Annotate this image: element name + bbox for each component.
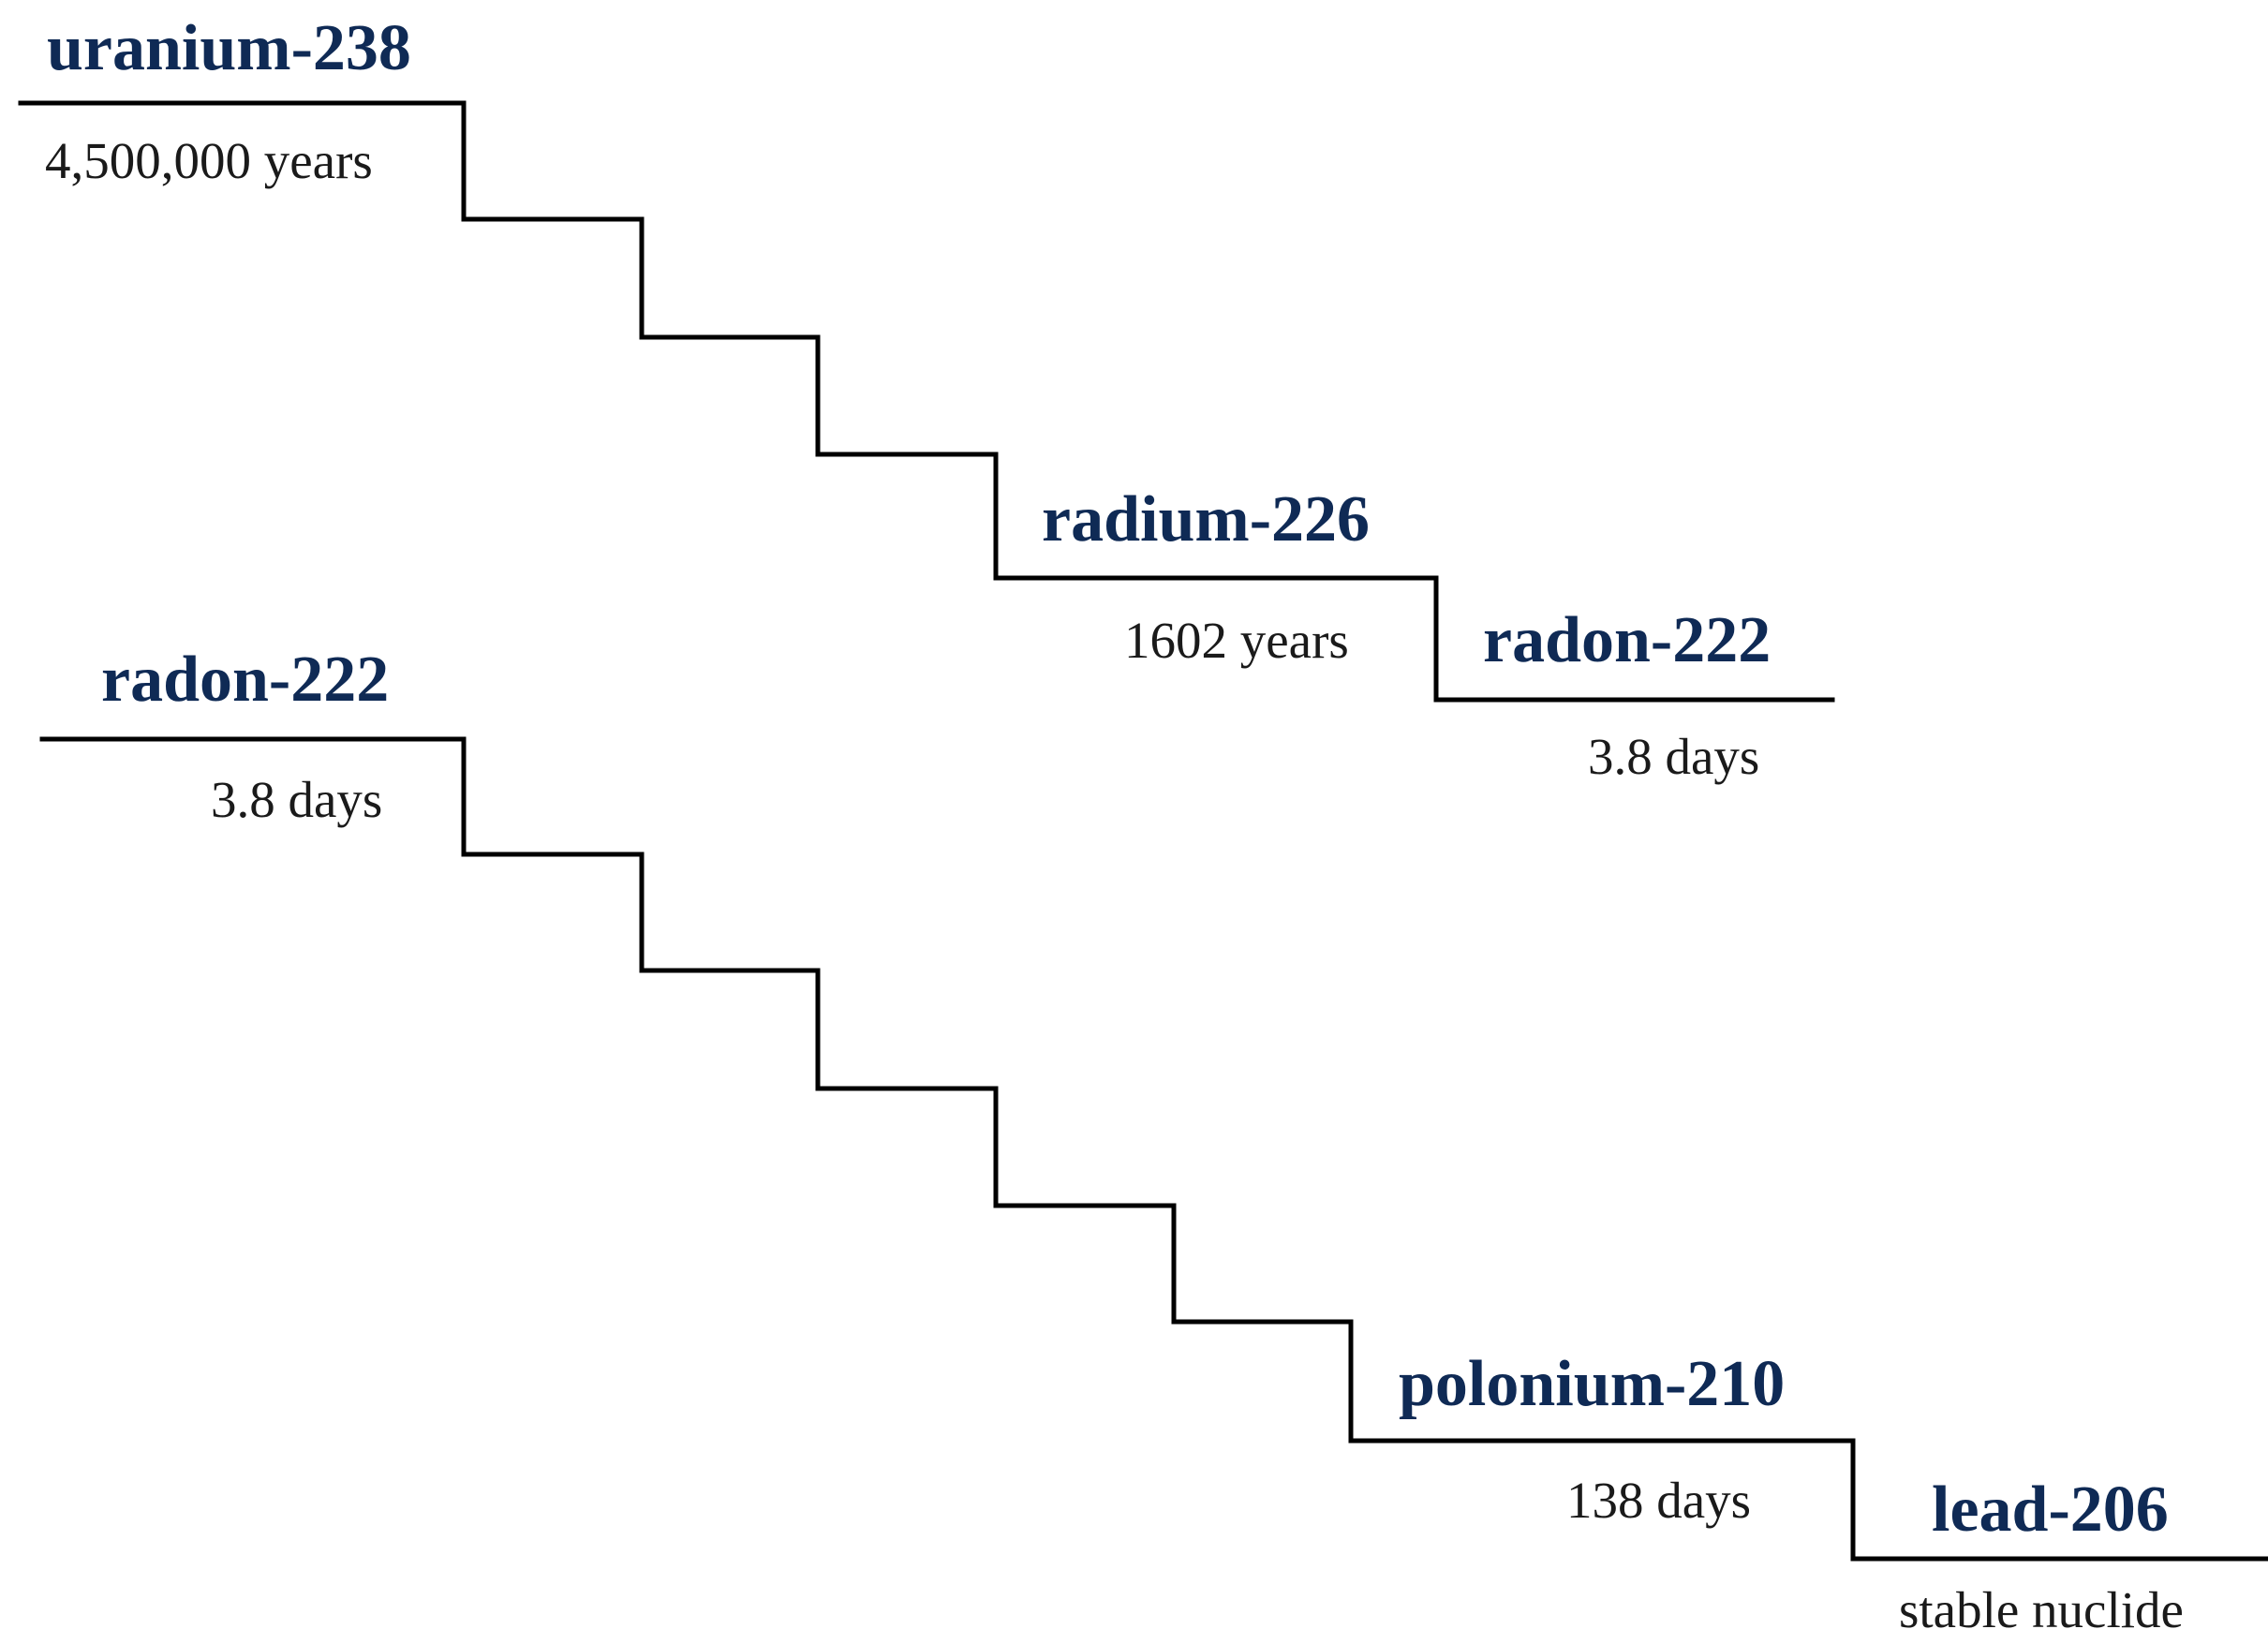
half-life-lead-206: stable nuclide: [1899, 1581, 2184, 1638]
upper-decay-staircase: [18, 100, 1835, 703]
half-life-radium-226: 1602 years: [1124, 612, 1349, 669]
lower-decay-staircase: [39, 736, 2268, 1562]
nuclide-name-radium-226: radium-226: [1042, 483, 1370, 555]
nuclide-name-radon-222-lower: radon-222: [101, 644, 389, 716]
half-life-radon-222-upper: 3.8 days: [1588, 728, 1759, 785]
nuclide-name-radon-222-upper: radon-222: [1483, 604, 1771, 676]
nuclide-name-polonium-210: polonium-210: [1399, 1348, 1785, 1420]
nuclide-name-uranium-238: uranium-238: [47, 12, 411, 84]
half-life-uranium-238: 4,500,000 years: [45, 132, 373, 189]
half-life-polonium-210: 138 days: [1566, 1472, 1751, 1529]
half-life-radon-222-lower: 3.8 days: [211, 771, 382, 828]
nuclide-name-lead-206: lead-206: [1932, 1474, 2169, 1546]
